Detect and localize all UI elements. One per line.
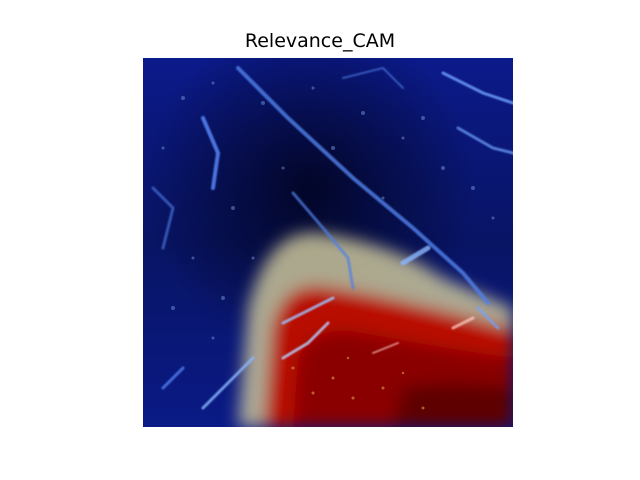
figure-title: Relevance_CAM: [244, 30, 396, 52]
heatmap-image-svg: [143, 58, 513, 427]
texture-speckles: [161, 81, 495, 340]
warm-speckles: [291, 356, 425, 410]
relevance-cam-heatmap-image: [143, 58, 513, 427]
texture-streaks: [151, 66, 513, 410]
activation-region: [238, 232, 513, 427]
